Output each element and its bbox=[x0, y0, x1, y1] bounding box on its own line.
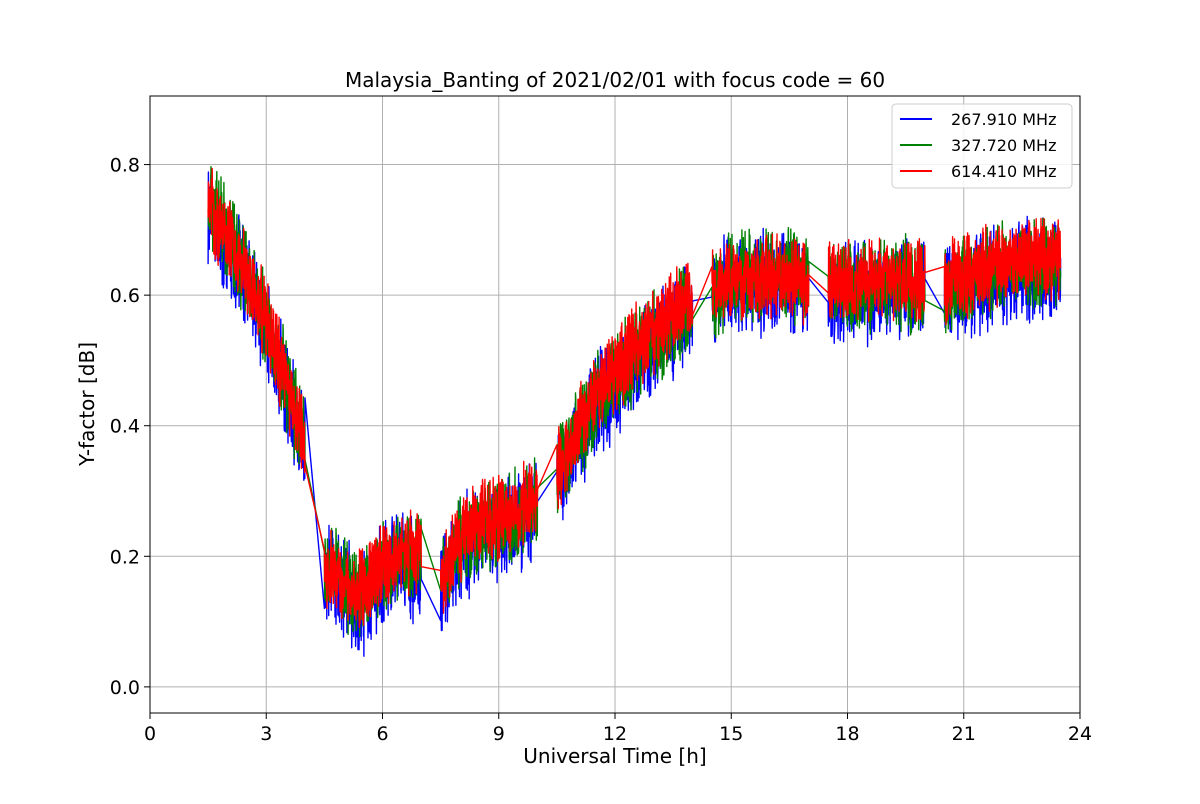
y-tick-label: 0.2 bbox=[110, 546, 140, 568]
series-line-2 bbox=[207, 167, 1062, 628]
axis-layer: 0 3 6 9 12 15 18 21 24 0.0 0.2 0.4 0.6 0.8 bbox=[110, 155, 1092, 745]
x-tick-label: 9 bbox=[493, 723, 505, 745]
y-tick-label: 0.4 bbox=[110, 416, 140, 438]
legend-label: 267.910 MHz bbox=[951, 110, 1056, 129]
series-layer bbox=[207, 166, 1062, 657]
x-tick-label: 3 bbox=[260, 723, 272, 745]
x-tick-label: 21 bbox=[952, 723, 976, 745]
legend-label: 614.410 MHz bbox=[951, 162, 1056, 181]
y-tick-label: 0.0 bbox=[110, 677, 140, 699]
legend: 267.910 MHz 327.720 MHz 614.410 MHz bbox=[891, 103, 1073, 189]
x-tick-label: 15 bbox=[719, 723, 743, 745]
x-tick-label: 12 bbox=[603, 723, 627, 745]
y-tick-label: 0.8 bbox=[110, 155, 140, 177]
x-axis-title: Universal Time [h] bbox=[523, 744, 706, 768]
y-axis-title: Y-factor [dB] bbox=[75, 342, 99, 467]
x-tick-label: 6 bbox=[376, 723, 388, 745]
x-tick-label: 0 bbox=[144, 723, 156, 745]
chart-title: Malaysia_Banting of 2021/02/01 with focu… bbox=[345, 68, 885, 92]
x-tick-label: 18 bbox=[835, 723, 859, 745]
legend-label: 327.720 MHz bbox=[951, 136, 1056, 155]
legend-box bbox=[891, 103, 1073, 189]
y-tick-label: 0.6 bbox=[110, 285, 140, 307]
x-tick-label: 24 bbox=[1068, 723, 1092, 745]
